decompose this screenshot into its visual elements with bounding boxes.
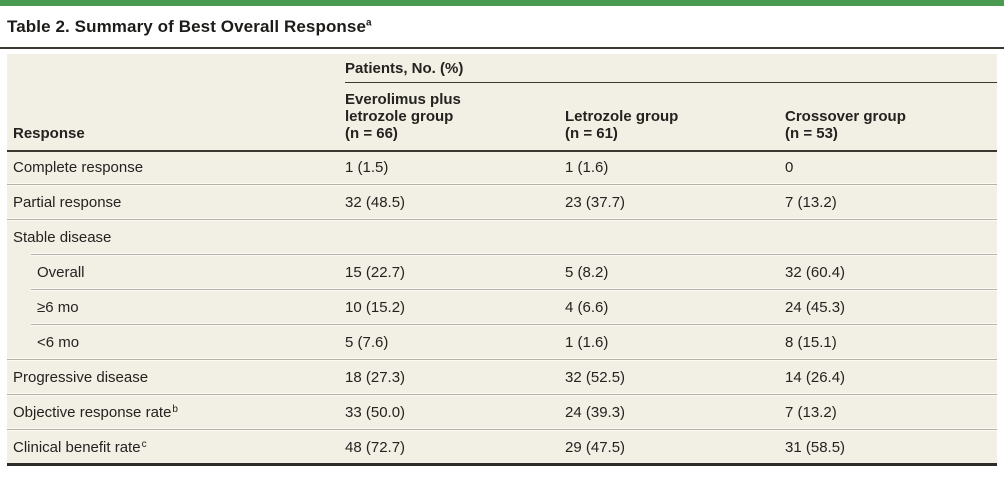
table-row: Clinical benefit rate c 48 (72.7) 29 (47.… [7, 432, 997, 463]
cell-value: 48 (72.7) [345, 439, 406, 456]
table-row: Objective response rate b 33 (50.0) 24 (3… [7, 397, 997, 428]
cell-value: 7 (13.2) [785, 404, 837, 421]
cell-value: 4 (6.6) [565, 299, 609, 316]
title-rule [0, 47, 1004, 49]
spanner-row: Patients, No. (%) [7, 54, 997, 83]
column-header-response: Response [13, 125, 85, 142]
row-divider [7, 219, 997, 222]
row-divider [7, 394, 997, 397]
table-row: ≥6 mo 10 (15.2) 4 (6.6) 24 (45.3) [7, 292, 997, 323]
row-label: Complete response [13, 159, 144, 176]
cell-value: 32 (52.5) [565, 369, 626, 386]
cell-value: 1 (1.6) [565, 334, 609, 351]
row-label: ≥6 mo [37, 299, 79, 316]
cell-value: 32 (60.4) [785, 264, 846, 281]
cell-value: 5 (8.2) [565, 264, 609, 281]
row-label: Stable disease [13, 229, 112, 246]
column-header-everolimus-group: Everolimus plus letrozole group (n = 66) [345, 91, 461, 142]
summary-table: Patients, No. (%) Response Everolimus pl… [7, 54, 997, 463]
cell-value: 33 (50.0) [345, 404, 406, 421]
table-title-text: Table 2. Summary of Best Overall Respons… [7, 17, 367, 36]
table-row: Complete response 1 (1.5) 1 (1.6) 0 [7, 152, 997, 183]
column-header-letrozole-group: Letrozole group (n = 61) [565, 108, 679, 142]
row-divider [7, 254, 997, 257]
cell-value [785, 222, 997, 253]
row-label: Overall [37, 264, 85, 281]
table-row: <6 mo 5 (7.6) 1 (1.6) 8 (15.1) [7, 327, 997, 358]
cell-value: 14 (26.4) [785, 369, 846, 386]
row-label: <6 mo [37, 334, 80, 351]
cell-value: 10 (15.2) [345, 299, 406, 316]
row-divider [7, 289, 997, 292]
table-row: Partial response 32 (48.5) 23 (37.7) 7 (… [7, 187, 997, 218]
cell-value: 32 (48.5) [345, 194, 406, 211]
title-footnote-marker: a [366, 17, 372, 29]
accent-top-bar [0, 0, 1004, 6]
row-divider [7, 359, 997, 362]
cell-value: 29 (47.5) [565, 439, 626, 456]
cell-value: 24 (45.3) [785, 299, 846, 316]
cell-value: 24 (39.3) [565, 404, 626, 421]
table-title: Table 2. Summary of Best Overall Respons… [7, 17, 372, 36]
row-divider [7, 324, 997, 327]
column-header-row: Response Everolimus plus letrozole group… [7, 83, 997, 152]
row-label: Progressive disease [13, 369, 149, 386]
table-row: Stable disease [7, 222, 997, 253]
cell-value: 7 (13.2) [785, 194, 837, 211]
cell-value: 18 (27.3) [345, 369, 406, 386]
cell-value: 1 (1.6) [565, 159, 609, 176]
spanner-header: Patients, No. (%) [345, 54, 997, 83]
table-title-block: Table 2. Summary of Best Overall Respons… [0, 6, 1004, 37]
row-divider [7, 184, 997, 187]
row-label: Partial response [13, 194, 122, 211]
column-header-crossover-group: Crossover group (n = 53) [785, 108, 906, 142]
cell-value: 0 [785, 159, 794, 176]
cell-value: 5 (7.6) [345, 334, 389, 351]
cell-value: 23 (37.7) [565, 194, 626, 211]
table-bottom-rule [7, 463, 997, 466]
row-divider [7, 429, 997, 432]
cell-value: 8 (15.1) [785, 334, 837, 351]
row-label: Clinical benefit rate c [13, 438, 147, 456]
table-row: Progressive disease 18 (27.3) 32 (52.5) … [7, 362, 997, 393]
cell-value: 1 (1.5) [345, 159, 389, 176]
row-label: Objective response rate b [13, 403, 178, 421]
cell-value: 31 (58.5) [785, 439, 846, 456]
cell-value [565, 222, 785, 253]
cell-value [345, 222, 565, 253]
table-row: Overall 15 (22.7) 5 (8.2) 32 (60.4) [7, 257, 997, 288]
cell-value: 15 (22.7) [345, 264, 406, 281]
